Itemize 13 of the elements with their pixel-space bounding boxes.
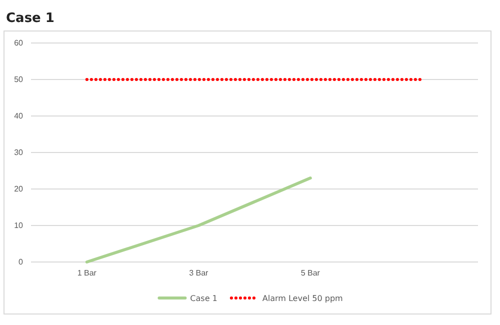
x-tick-label: 3 Bar <box>189 268 209 278</box>
y-tick-label: 60 <box>14 38 24 48</box>
legend-label: Case 1 <box>190 294 218 303</box>
y-tick-label: 10 <box>14 221 24 230</box>
x-tick-label: 5 Bar <box>300 268 320 278</box>
y-tick-label: 40 <box>14 112 24 121</box>
y-tick-label: 50 <box>14 75 24 84</box>
y-tick-label: 20 <box>14 184 24 194</box>
chart-title: Case 1 <box>6 11 54 26</box>
y-tick-label: 30 <box>14 148 24 158</box>
y-tick-label: 0 <box>18 258 24 267</box>
legend-label: Alarm Level 50 ppm <box>262 294 344 303</box>
x-tick-label: 1 Bar <box>77 268 97 278</box>
